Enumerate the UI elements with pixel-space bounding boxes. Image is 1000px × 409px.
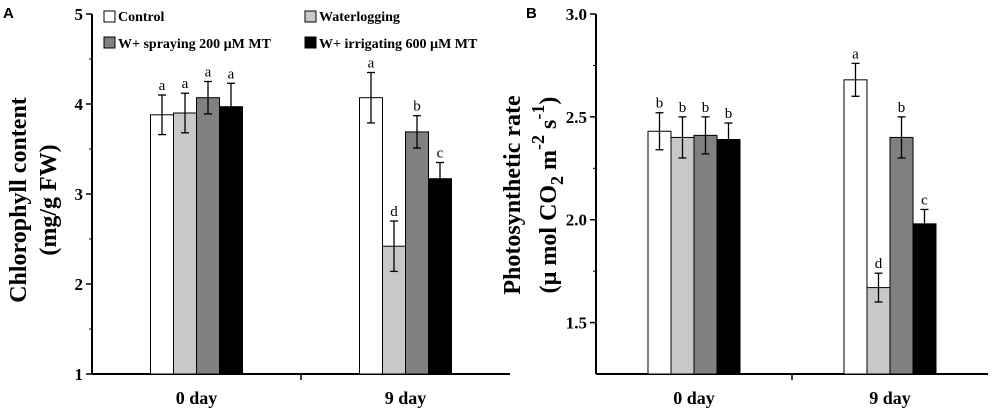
legend-label-control: Control (118, 10, 165, 25)
y-tick-label: 2.0 (566, 211, 587, 230)
legend-label-waterlogging: Waterlogging (319, 10, 400, 25)
unit-text: (µ mol CO (536, 185, 562, 293)
x-tick-label: 0 day (176, 388, 218, 408)
y-axis-label-line1: Chlorophyll content (6, 97, 32, 303)
y-axis-label-line2: (mg/g FW) (36, 144, 62, 255)
legend-swatch-control (103, 10, 116, 23)
y-tick-label: 2.5 (566, 108, 587, 127)
significance-letter: d (390, 204, 398, 220)
panel-a-letter: A (3, 5, 14, 22)
legend-label-irrigating: W+ irrigating 600 µM MT (319, 37, 478, 52)
x-tick-label: 0 day (673, 388, 715, 408)
significance-letter: b (679, 100, 687, 116)
unit-text: m (536, 150, 562, 176)
significance-letter: c (921, 192, 928, 208)
x-tick-label: 9 day (869, 388, 911, 408)
bar (150, 114, 174, 375)
bar (428, 178, 452, 375)
significance-letter: a (205, 65, 212, 81)
legend-swatch-irrigating (304, 36, 317, 49)
y-axis-label-line1: Photosynthetic rate (500, 95, 526, 295)
y-tick-label: 5 (75, 5, 84, 24)
significance-letter: a (182, 76, 189, 92)
significance-letter: a (159, 78, 166, 94)
unit-subscript: 2 (547, 176, 567, 185)
significance-letter: b (898, 100, 906, 116)
significance-letter: b (702, 100, 710, 116)
y-tick-label: 1.5 (566, 314, 587, 333)
significance-letter: b (656, 96, 664, 112)
bar (173, 112, 197, 375)
legend-label-spraying: W+ spraying 200 µM MT (118, 37, 272, 52)
significance-letter: c (437, 146, 444, 162)
bar (693, 134, 718, 375)
y-tick-label: 2 (75, 275, 84, 294)
bar (647, 130, 672, 375)
bar (359, 97, 383, 375)
legend-swatch-spraying (103, 36, 116, 49)
unit-text: s (536, 120, 562, 135)
unit-superscript: -2 (528, 135, 548, 150)
legend-swatch-waterlogging (304, 10, 317, 23)
significance-letter: a (852, 46, 859, 62)
bar (889, 136, 914, 375)
bar (670, 136, 695, 375)
legend: Control Waterlogging W+ spraying 200 µM … (103, 10, 478, 52)
significance-letter: b (413, 99, 421, 115)
bar (716, 138, 741, 375)
panel-b-letter: B (526, 5, 537, 22)
significance-letter: d (875, 256, 883, 272)
bar (843, 79, 868, 375)
y-tick-label: 3 (75, 185, 84, 204)
bar (912, 223, 937, 375)
y-tick-label: 1 (75, 365, 84, 384)
bar (405, 131, 429, 375)
y-axis-label-line2: (µ mol CO2 m-2 s-1) (528, 97, 567, 294)
significance-letter: a (368, 56, 375, 72)
significance-letter: a (228, 66, 235, 82)
significance-letter: b (725, 106, 733, 122)
bar (196, 97, 220, 375)
x-tick-label: 9 day (385, 388, 427, 408)
y-tick-label: 4 (75, 95, 84, 114)
unit-superscript: -1 (528, 105, 548, 120)
y-tick-label: 3.0 (566, 5, 587, 24)
unit-text: ) (536, 97, 562, 105)
bar (219, 106, 243, 375)
